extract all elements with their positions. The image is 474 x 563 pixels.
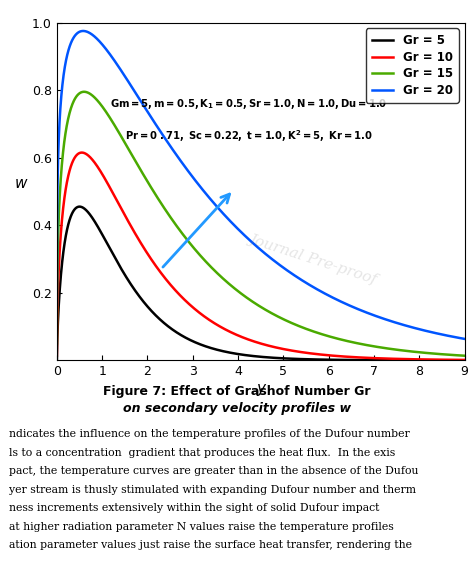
Text: pact, the temperature curves are greater than in the absence of the Dufou: pact, the temperature curves are greater… (9, 466, 419, 476)
Gr = 5 (253, 353, 258, 360)
Gr = 5 (242, 352, 247, 359)
Gr = 20 (75, 29, 81, 36)
Gr = 20 (54, 301, 60, 308)
Text: yer stream is thusly stimulated with expanding Dufour number and therm: yer stream is thusly stimulated with exp… (9, 485, 417, 495)
Gr = 10 (375, 355, 381, 361)
Gr = 15 (253, 300, 258, 307)
Gr = 15 (450, 352, 456, 359)
Text: ndicates the influence on the temperature profiles of the Dufour number: ndicates the influence on the temperatur… (9, 429, 410, 439)
Gr = 10 (450, 356, 456, 363)
Text: Figure 7: Effect of Grashof Number Gr: Figure 7: Effect of Grashof Number Gr (103, 385, 371, 398)
Line: Gr = 5: Gr = 5 (57, 207, 465, 360)
Gr = 10 (253, 338, 258, 345)
Gr = 15 (375, 343, 381, 350)
Gr = 5 (54, 356, 60, 363)
Gr = 10 (450, 356, 456, 363)
Text: ness increments extensively within the sight of solid Dufour impact: ness increments extensively within the s… (9, 503, 380, 513)
Gr = 20 (253, 242, 258, 249)
Line: Gr = 20: Gr = 20 (57, 31, 465, 339)
Gr = 20 (450, 333, 456, 340)
Gr = 15 (81, 88, 87, 95)
Gr = 15 (462, 352, 467, 359)
Gr = 10 (79, 149, 84, 156)
Line: Gr = 10: Gr = 10 (57, 153, 465, 360)
Text: at higher radiation parameter N values raise the temperature profiles: at higher radiation parameter N values r… (9, 522, 394, 532)
Gr = 20 (462, 336, 467, 342)
Text: ation parameter values just raise the surface heat transfer, rendering the: ation parameter values just raise the su… (9, 540, 412, 551)
Gr = 10 (75, 151, 81, 158)
Legend: Gr = 5, Gr = 10, Gr = 15, Gr = 20: Gr = 5, Gr = 10, Gr = 15, Gr = 20 (366, 28, 459, 103)
Gr = 15 (450, 352, 456, 359)
Gr = 15 (54, 340, 60, 347)
Gr = 10 (242, 334, 247, 341)
Gr = 10 (54, 352, 60, 359)
Gr = 15 (75, 92, 81, 99)
X-axis label: y: y (256, 381, 265, 396)
Gr = 20 (242, 232, 247, 239)
Gr = 5 (450, 357, 456, 364)
Gr = 5 (462, 357, 467, 364)
Text: Journal Pre-proof: Journal Pre-proof (248, 232, 379, 286)
Gr = 20 (81, 28, 86, 34)
Gr = 5 (375, 357, 381, 364)
Y-axis label: w: w (15, 176, 27, 191)
Gr = 10 (462, 356, 467, 363)
Gr = 5 (77, 203, 82, 210)
Gr = 15 (242, 293, 247, 300)
Gr = 5 (450, 357, 456, 364)
Text: $\mathbf{Gm = 5, m = 0.5, K_1 = 0.5, Sr = 1.0, N = 1.0, Du = 1.0}$: $\mathbf{Gm = 5, m = 0.5, K_1 = 0.5, Sr … (110, 97, 387, 110)
Gr = 20 (450, 333, 456, 340)
Text: ls to a concentration  gradient that produces the heat flux.  In the exis: ls to a concentration gradient that prod… (9, 448, 396, 458)
Line: Gr = 15: Gr = 15 (57, 92, 465, 356)
Gr = 5 (75, 204, 81, 211)
Text: on secondary velocity profiles w: on secondary velocity profiles w (123, 401, 351, 415)
Text: $\mathbf{Pr =0\ .71,\ Sc = 0.22,\ t = 1.0,K^2 = 5,\ Kr=1.0}$: $\mathbf{Pr =0\ .71,\ Sc = 0.22,\ t = 1.… (125, 128, 373, 144)
Gr = 20 (375, 314, 381, 320)
